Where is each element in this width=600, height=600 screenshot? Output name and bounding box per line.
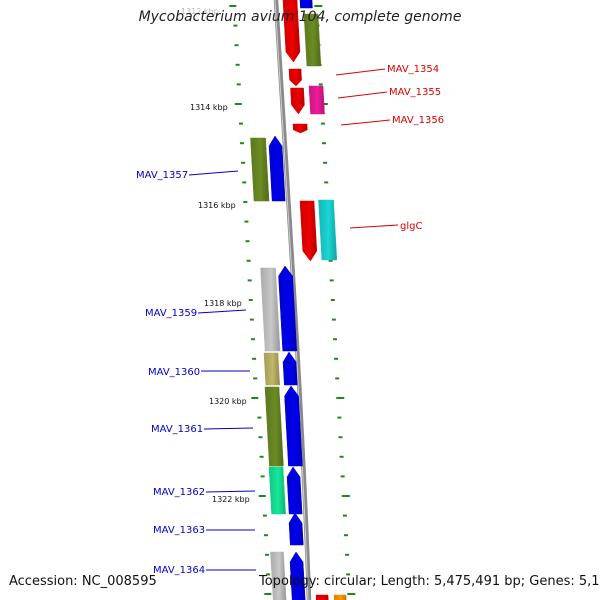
- tick-label-1320: 1320 kbp: [209, 397, 247, 406]
- gene-mav1361[interactable]: [284, 385, 303, 467]
- gene-mav1363[interactable]: [288, 512, 304, 546]
- gene-label-mav1357[interactable]: MAV_1357: [136, 170, 188, 181]
- leader-mav1355: [337, 91, 388, 99]
- tick-label-1316: 1316 kbp: [198, 201, 236, 210]
- gene-mav1360-khaki[interactable]: [263, 352, 281, 386]
- gene-mav1355[interactable]: [308, 85, 325, 115]
- leader-mav1362: [205, 490, 256, 493]
- gene-mav1356[interactable]: [292, 123, 308, 134]
- gene-mav1354[interactable]: [288, 68, 302, 87]
- gene-label-mav1354[interactable]: MAV_1354: [387, 64, 439, 75]
- genome-title: Mycobacterium avium 104, complete genome: [138, 9, 462, 25]
- tick-label-1318: 1318 kbp: [204, 299, 242, 308]
- leader-mav1361: [203, 427, 254, 430]
- accession-text: Accession: NC_008595: [9, 574, 157, 589]
- gene-mav1364[interactable]: [289, 551, 306, 600]
- gene-mav1359-grey[interactable]: [260, 267, 281, 352]
- genome-backbone: [273, 0, 312, 600]
- gene-mav1362-green[interactable]: [268, 466, 286, 515]
- gene-top-olive[interactable]: [303, 13, 322, 67]
- tick-label-1312: 1312 kbp: [181, 7, 219, 16]
- gene-labels: MAV_1354 MAV_1355 MAV_1356 MAV_1357 glgC…: [136, 64, 444, 576]
- leader-glgc: [349, 224, 399, 229]
- gene-mav1357-olive[interactable]: [250, 137, 270, 202]
- gene-label-mav1359[interactable]: MAV_1359: [145, 308, 197, 319]
- gene-label-glgc[interactable]: glgC: [400, 221, 422, 232]
- gene-glgc-cyan[interactable]: [318, 199, 338, 261]
- tick-label-1322: 1322 kbp: [212, 495, 250, 504]
- gene-label-mav1364[interactable]: MAV_1364: [153, 565, 205, 576]
- gene-label-mav1362[interactable]: MAV_1362: [153, 487, 205, 498]
- genome-stats-text: Topology: circular; Length: 5,475,491 bp…: [259, 574, 600, 589]
- gene-mav1362[interactable]: [286, 466, 303, 515]
- gene-top-blue[interactable]: [299, 0, 313, 9]
- gene-bottom-red[interactable]: [315, 594, 329, 600]
- gene-label-mav1363[interactable]: MAV_1363: [153, 525, 205, 536]
- gene-mav1361-olive[interactable]: [264, 386, 284, 467]
- gene-bottom-orange[interactable]: [333, 594, 347, 600]
- gene-label-mav1361[interactable]: MAV_1361: [151, 424, 203, 435]
- gene-glgc[interactable]: [299, 200, 318, 262]
- tick-labels: 1312 kbp 1314 kbp 1316 kbp 1318 kbp 1320…: [181, 7, 250, 504]
- leader-mav1357: [188, 170, 239, 176]
- leader-mav1359: [197, 309, 247, 314]
- leader-mav1354: [335, 68, 386, 76]
- gene-mav1355-red[interactable]: [290, 87, 305, 115]
- leader-mav1356: [340, 119, 391, 126]
- gene-label-mav1360[interactable]: MAV_1360: [148, 367, 200, 378]
- gene-mav1364-grey[interactable]: [270, 551, 287, 600]
- gene-mav1359[interactable]: [278, 265, 298, 352]
- label-leader-lines: [188, 68, 399, 571]
- gene-label-mav1356[interactable]: MAV_1356: [392, 115, 444, 126]
- gene-mav1360[interactable]: [282, 351, 298, 386]
- gene-features: [250, 0, 347, 600]
- gene-label-mav1355[interactable]: MAV_1355: [389, 87, 441, 98]
- gene-top-red-a[interactable]: [282, 0, 301, 63]
- tick-label-1314: 1314 kbp: [190, 103, 228, 112]
- gene-mav1357[interactable]: [268, 135, 286, 202]
